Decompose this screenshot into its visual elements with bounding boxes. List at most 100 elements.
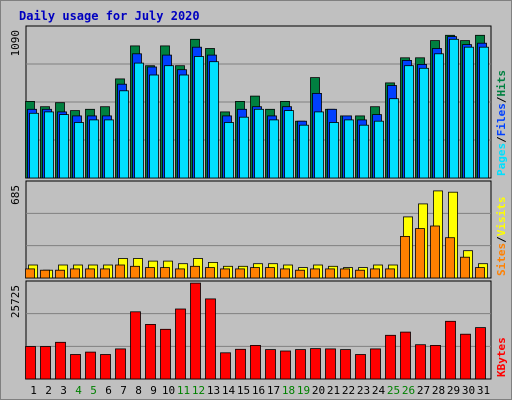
x-tick-label: 3 — [60, 384, 67, 397]
visits-legend-item: Visits — [495, 197, 508, 237]
requests-bar-pages — [89, 119, 99, 179]
x-tick-label: 10 — [162, 384, 175, 397]
x-tick-label: 12 — [192, 384, 205, 397]
requests-bar-pages — [374, 120, 384, 179]
requests-bar-pages — [44, 111, 54, 179]
visits-bar-sites — [220, 268, 230, 279]
visits-bar-sites — [55, 269, 65, 279]
visits-bar-sites — [145, 267, 155, 279]
requests-bar-pages — [284, 110, 294, 179]
x-tick-label: 18 — [282, 384, 295, 397]
requests-bar-pages — [479, 46, 489, 179]
kbytes-bar-kbytes — [40, 346, 51, 380]
visits-bar-sites — [160, 267, 170, 279]
kbytes-bar-kbytes — [205, 298, 216, 380]
x-tick-label: 27 — [417, 384, 430, 397]
visits-bar-sites — [40, 269, 50, 279]
visits-bar-sites — [415, 228, 425, 279]
requests-bar-pages — [74, 122, 84, 179]
visits-bar-sites — [25, 268, 35, 279]
kbytes-bar-kbytes — [25, 346, 36, 380]
kbytes-bar-kbytes — [475, 327, 486, 380]
kbytes-bar-kbytes — [400, 331, 411, 380]
requests-legend-item: Files — [495, 103, 508, 136]
x-tick-label: 28 — [432, 384, 445, 397]
visits-bar-sites — [130, 265, 140, 279]
visits-bar-sites — [445, 237, 455, 279]
x-tick-label: 21 — [327, 384, 340, 397]
visits-bar-sites — [460, 256, 470, 279]
visits-bar-sites — [205, 267, 215, 279]
requests-bar-pages — [404, 65, 414, 179]
requests-bar-pages — [179, 74, 189, 179]
requests-ymax-label: 1090 — [9, 30, 22, 57]
kbytes-bar-kbytes — [220, 352, 231, 380]
visits-plot-area — [25, 180, 492, 279]
chart-title: Daily usage for July 2020 — [19, 9, 200, 23]
kbytes-bar-kbytes — [340, 349, 351, 380]
x-tick-label: 14 — [222, 384, 236, 397]
requests-bar-pages — [59, 114, 69, 179]
kbytes-bar-kbytes — [70, 354, 81, 380]
visits-bar-sites — [400, 235, 410, 279]
requests-bar-pages — [434, 53, 444, 179]
kbytes-bar-kbytes — [115, 348, 126, 380]
x-tick-label: 13 — [207, 384, 220, 397]
kbytes-bar-kbytes — [310, 348, 321, 380]
requests-bar-pages — [209, 61, 219, 179]
kbytes-bar-kbytes — [370, 348, 381, 380]
visits-bar-sites — [280, 268, 290, 279]
requests-bar-pages — [134, 62, 144, 179]
requests-bar-pages — [164, 65, 174, 179]
requests-legend-item: Pages — [495, 143, 508, 176]
kbytes-bar-kbytes — [55, 341, 66, 380]
kbytes-bar-kbytes — [325, 348, 336, 380]
requests-bar-pages — [314, 111, 324, 179]
x-tick-label: 7 — [120, 384, 127, 397]
visits-bar-sites — [175, 268, 185, 279]
visits-bar-sites — [385, 268, 395, 279]
visits-legend-item: Sites — [495, 243, 508, 276]
kbytes-bar-kbytes — [190, 282, 201, 380]
requests-bar-pages — [194, 56, 204, 179]
kbytes-bar-kbytes — [160, 328, 171, 380]
requests-legend-item: Hits — [495, 70, 508, 97]
kbytes-bar-kbytes — [130, 311, 141, 380]
x-tick-label: 11 — [177, 384, 190, 397]
visits-bar-sites — [250, 267, 260, 279]
kbytes-bar-kbytes — [265, 349, 276, 380]
kbytes-bar-kbytes — [355, 354, 366, 380]
requests-bar-pages — [149, 74, 159, 179]
requests-bar-pages — [239, 116, 249, 179]
x-tick-label: 23 — [357, 384, 370, 397]
visits-bar-sites — [355, 269, 365, 279]
x-tick-label: 25 — [387, 384, 400, 397]
kbytes-bar-kbytes — [445, 320, 456, 380]
visits-bar-sites — [430, 225, 440, 279]
requests-bar-pages — [389, 98, 399, 179]
x-tick-label: 24 — [372, 384, 386, 397]
visits-bar-sites — [190, 265, 200, 279]
x-tick-label: 15 — [237, 384, 250, 397]
kbytes-legend-item: KBytes — [495, 337, 508, 377]
visits-bar-sites — [265, 267, 275, 279]
kbytes-bar-kbytes — [460, 333, 471, 380]
visits-bar-sites — [115, 264, 125, 279]
kbytes-bar-kbytes — [235, 348, 246, 380]
x-tick-label: 6 — [105, 384, 112, 397]
x-tick-label: 1 — [30, 384, 37, 397]
visits-bar-sites — [340, 268, 350, 279]
visits-bar-sites — [370, 268, 380, 279]
requests-legend-item: / — [495, 136, 508, 143]
requests-bar-pages — [224, 122, 234, 179]
visits-legend: Sites/Visits — [495, 197, 508, 277]
requests-legend-item: / — [495, 96, 508, 103]
x-tick-label: 8 — [135, 384, 142, 397]
x-tick-label: 31 — [477, 384, 490, 397]
kbytes-bar-kbytes — [175, 308, 186, 380]
kbytes-bar-kbytes — [295, 349, 306, 380]
requests-bar-pages — [119, 90, 129, 179]
requests-bar-pages — [104, 119, 114, 179]
kbytes-legend: KBytes — [495, 337, 508, 377]
